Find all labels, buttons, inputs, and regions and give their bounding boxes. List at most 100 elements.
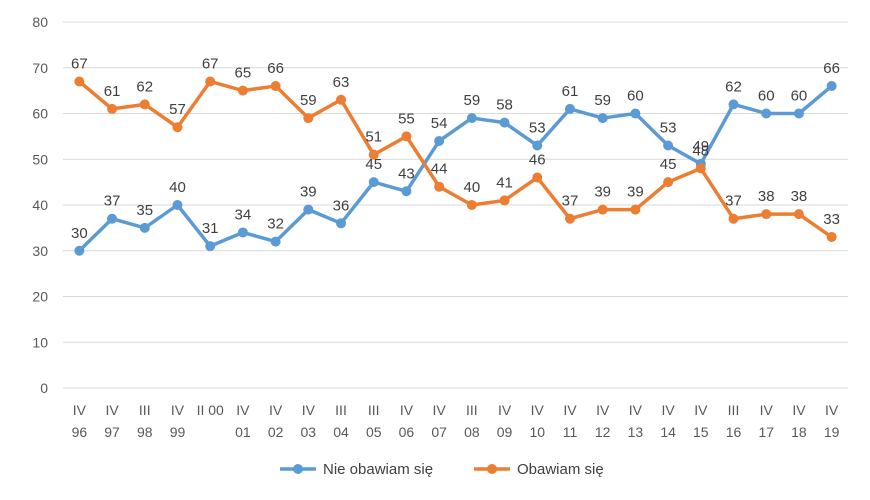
data-point [74,245,85,256]
x-tick-label: 01 [235,424,251,440]
x-tick-label: 04 [333,424,349,440]
data-point [532,172,543,183]
x-tick-label: 16 [726,424,742,440]
x-tick-label: III [466,402,478,418]
data-point [336,94,347,105]
y-tick-label: 10 [32,334,48,350]
data-point [205,76,216,87]
gridlines [63,21,848,389]
data-point [270,236,281,247]
data-label: 62 [136,78,153,95]
x-tick-label: IV [498,402,512,418]
data-point [172,122,183,133]
data-label: 53 [660,120,677,137]
x-tick-label: IV [629,402,643,418]
data-label: 53 [529,120,546,137]
data-label: 36 [333,197,350,214]
y-tick-label: 70 [32,60,48,76]
y-tick-label: 60 [32,106,48,122]
x-tick-label: 06 [399,424,415,440]
data-point [434,135,445,146]
data-label: 67 [202,55,219,72]
y-tick-label: 80 [32,14,48,30]
data-point [303,204,314,215]
x-tick-label: IV [596,402,610,418]
data-point [303,113,314,124]
x-tick-label: IV [171,402,185,418]
data-point [728,213,739,224]
legend-label: Nie obawiam się [323,461,433,478]
data-label: 39 [627,184,644,201]
x-tick-label: 07 [431,424,447,440]
series-line-1 [77,79,834,239]
data-point [564,213,575,224]
data-label: 59 [594,92,611,109]
data-point [761,108,772,119]
x-tick-label: IV [73,402,87,418]
data-label: 38 [758,188,775,205]
x-tick-label: 03 [301,424,317,440]
x-tick-label: IV [433,402,447,418]
y-tick-label: 0 [40,380,48,396]
data-point [401,131,412,142]
data-label: 35 [136,202,153,219]
x-tick-label: IV [825,402,839,418]
data-label: 30 [71,225,88,242]
data-point [401,186,412,197]
data-label: 65 [235,65,252,82]
data-point [663,177,674,188]
data-label: 58 [496,97,513,114]
data-point [597,204,608,215]
data-label: 43 [398,165,415,182]
data-point [597,113,608,124]
data-label: 49 [692,138,709,155]
data-label: 39 [594,184,611,201]
data-point [270,81,281,92]
data-label: 48 [692,142,709,159]
data-label: 63 [333,74,350,91]
data-point [237,227,248,238]
data-point [237,85,248,96]
x-tick-label: 19 [824,424,840,440]
x-tick-label: III [139,402,151,418]
data-label: 61 [562,83,579,100]
x-tick-label: IV [531,402,545,418]
x-tick-label: 15 [693,424,709,440]
data-point [630,204,641,215]
data-point [434,181,445,192]
data-label: 31 [202,220,219,237]
data-label: 33 [823,211,840,228]
data-label: 39 [300,184,317,201]
x-axis-ticks: IV 96 IV 97 III 98 IV 99 II 00 IV 01 IV 02 IV 03 III 04 I… [72,402,840,440]
x-tick-label: III [368,402,380,418]
data-point [532,140,543,151]
data-point [368,149,379,160]
data-point [564,103,575,114]
data-point [466,113,477,124]
x-tick-label: IV [563,402,577,418]
data-label: 38 [791,188,808,205]
x-tick-label: 17 [758,424,774,440]
legend: Nie obawiam się Obawiam się [280,461,604,478]
series-line-0 [77,84,834,253]
data-label: 57 [169,101,186,118]
x-tick-label: 10 [529,424,545,440]
legend-marker-1 [487,464,497,474]
data-label: 51 [365,129,382,146]
data-label: 41 [496,174,513,191]
data-point [663,140,674,151]
x-tick-label: IV [760,402,774,418]
data-point [499,117,510,128]
x-tick-label: III [728,402,740,418]
data-label: 59 [464,92,481,109]
legend-label: Obawiam się [517,461,604,478]
data-point [793,108,804,119]
data-label: 37 [725,193,742,210]
legend-marker-0 [293,464,303,474]
data-label: 32 [267,216,284,233]
data-label: 46 [529,152,546,169]
x-tick-label: 14 [660,424,676,440]
data-label: 60 [627,88,644,105]
x-tick-label: 02 [268,424,284,440]
